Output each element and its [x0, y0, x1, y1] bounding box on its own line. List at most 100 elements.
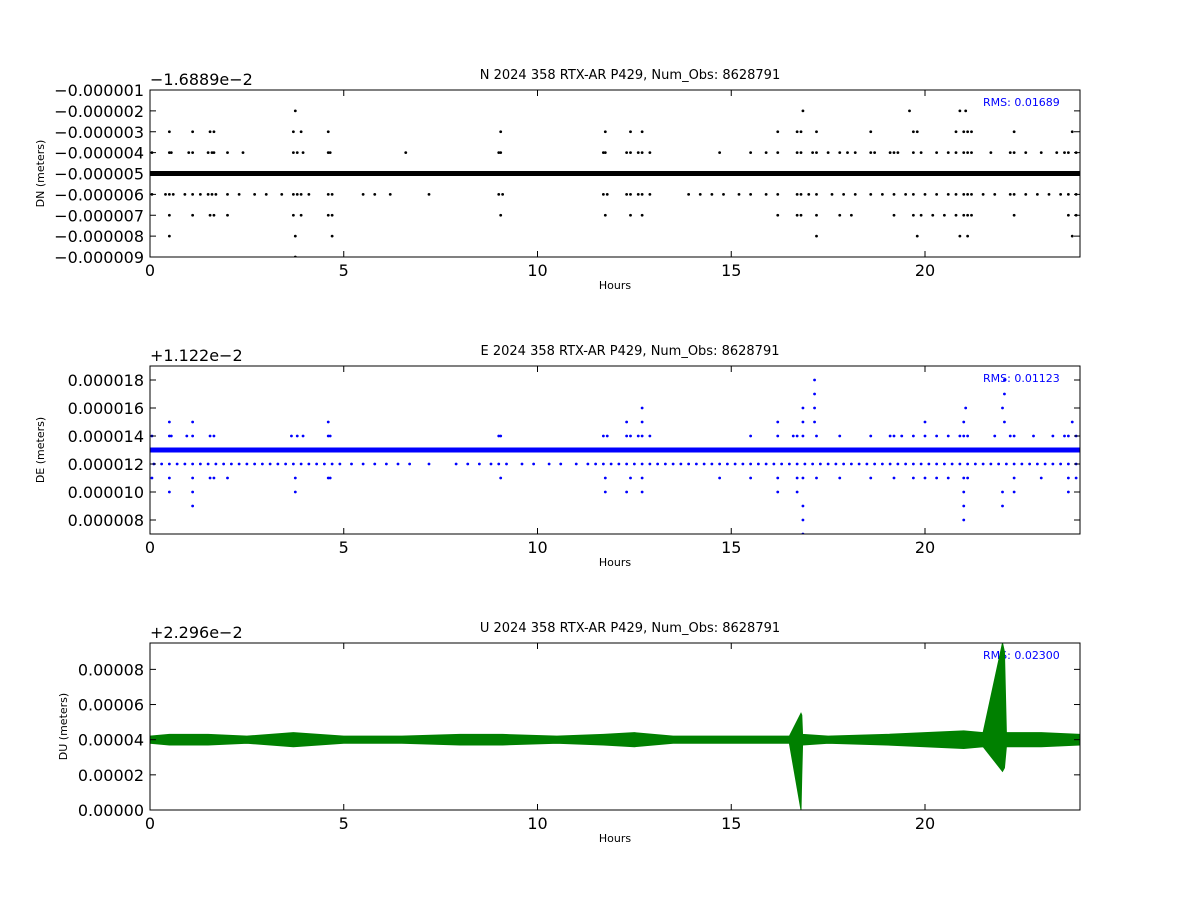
data-point: [601, 151, 605, 155]
data-point: [264, 192, 268, 196]
data-point: [733, 462, 737, 466]
data-point: [718, 462, 722, 466]
data-point: [330, 192, 334, 196]
rms-label: RMS: 0.01689: [983, 96, 1060, 109]
data-point: [671, 462, 675, 466]
rms-label: RMS: 0.01123: [983, 372, 1060, 385]
offset-label: +2.296e−2: [150, 623, 243, 642]
data-point: [212, 130, 216, 134]
data-point: [869, 130, 873, 134]
data-point: [206, 462, 210, 466]
data-point: [911, 434, 915, 438]
data-point: [338, 462, 342, 466]
data-point: [191, 462, 195, 466]
data-point: [1063, 434, 1066, 438]
y-tick-label: −0.000002: [54, 102, 144, 121]
data-point: [198, 462, 202, 466]
data-point: [601, 462, 605, 466]
data-point: [799, 151, 803, 155]
data-point: [427, 462, 431, 466]
data-point: [838, 476, 842, 480]
data-point: [888, 151, 892, 155]
data-point: [702, 462, 706, 466]
data-point: [499, 434, 503, 438]
data-point: [388, 192, 392, 196]
data-point: [640, 476, 644, 480]
data-point: [1020, 462, 1024, 466]
data-point: [307, 462, 311, 466]
data-point: [718, 476, 722, 480]
data-point: [520, 462, 524, 466]
data-point: [946, 476, 950, 480]
data-point: [950, 462, 954, 466]
data-point: [687, 192, 691, 196]
data-point: [915, 130, 919, 134]
data-point: [679, 462, 683, 466]
data-point: [532, 462, 536, 466]
y-tick-label: 0.000016: [68, 399, 144, 418]
data-point: [603, 151, 607, 155]
rms-label: RMS: 0.02300: [983, 649, 1060, 662]
data-point: [776, 130, 780, 134]
data-point: [212, 434, 216, 438]
y-axis-label: DN (meters): [34, 140, 47, 208]
data-point: [1066, 462, 1070, 466]
data-point: [1059, 462, 1063, 466]
data-point: [497, 192, 501, 196]
north-panel: N 2024 358 RTX-AR P429, Num_Obs: 8628791…: [34, 68, 1081, 292]
data-point: [241, 151, 245, 155]
data-point: [603, 490, 607, 494]
data-point: [625, 490, 629, 494]
data-point: [687, 462, 691, 466]
data-point: [191, 504, 195, 508]
plot-area: [150, 378, 1080, 534]
data-point: [656, 462, 660, 466]
y-tick-label: 0.000014: [68, 427, 144, 446]
data-point: [191, 151, 195, 155]
data-point: [776, 434, 780, 438]
x-tick-label: 5: [339, 814, 349, 833]
data-point: [191, 192, 195, 196]
data-point: [970, 151, 973, 155]
y-tick-label: 0.000008: [68, 511, 144, 530]
data-point: [869, 476, 873, 480]
data-point: [962, 213, 966, 217]
data-point: [198, 192, 202, 196]
data-point: [328, 476, 332, 480]
offset-label: −1.6889e−2: [150, 70, 253, 89]
data-point: [167, 213, 171, 217]
data-point: [1035, 192, 1039, 196]
data-point: [1003, 420, 1006, 424]
data-point: [989, 462, 993, 466]
data-point: [1039, 476, 1043, 480]
y-tick-label: 0.00008: [78, 660, 144, 679]
data-point: [291, 151, 295, 155]
data-point: [361, 192, 365, 196]
data-point: [559, 462, 563, 466]
data-point: [291, 192, 295, 196]
data-point: [710, 192, 714, 196]
data-point: [1024, 151, 1028, 155]
data-point: [295, 192, 299, 196]
data-point: [904, 462, 908, 466]
data-point: [1035, 462, 1039, 466]
data-point: [1012, 462, 1016, 466]
data-point: [574, 462, 578, 466]
data-point: [911, 151, 915, 155]
data-point: [919, 151, 923, 155]
data-point: [815, 234, 818, 238]
data-point: [326, 151, 330, 155]
data-point: [328, 434, 332, 438]
data-point: [801, 518, 805, 522]
data-point: [799, 130, 803, 134]
data-point: [964, 406, 968, 410]
data-point: [1043, 462, 1047, 466]
data-point: [849, 213, 853, 217]
data-point: [749, 476, 753, 480]
data-point: [222, 462, 226, 466]
data-point: [813, 378, 816, 382]
y-tick-label: −0.000007: [54, 206, 144, 225]
data-point: [330, 213, 334, 217]
data-point: [1003, 378, 1006, 382]
data-point: [603, 213, 607, 217]
